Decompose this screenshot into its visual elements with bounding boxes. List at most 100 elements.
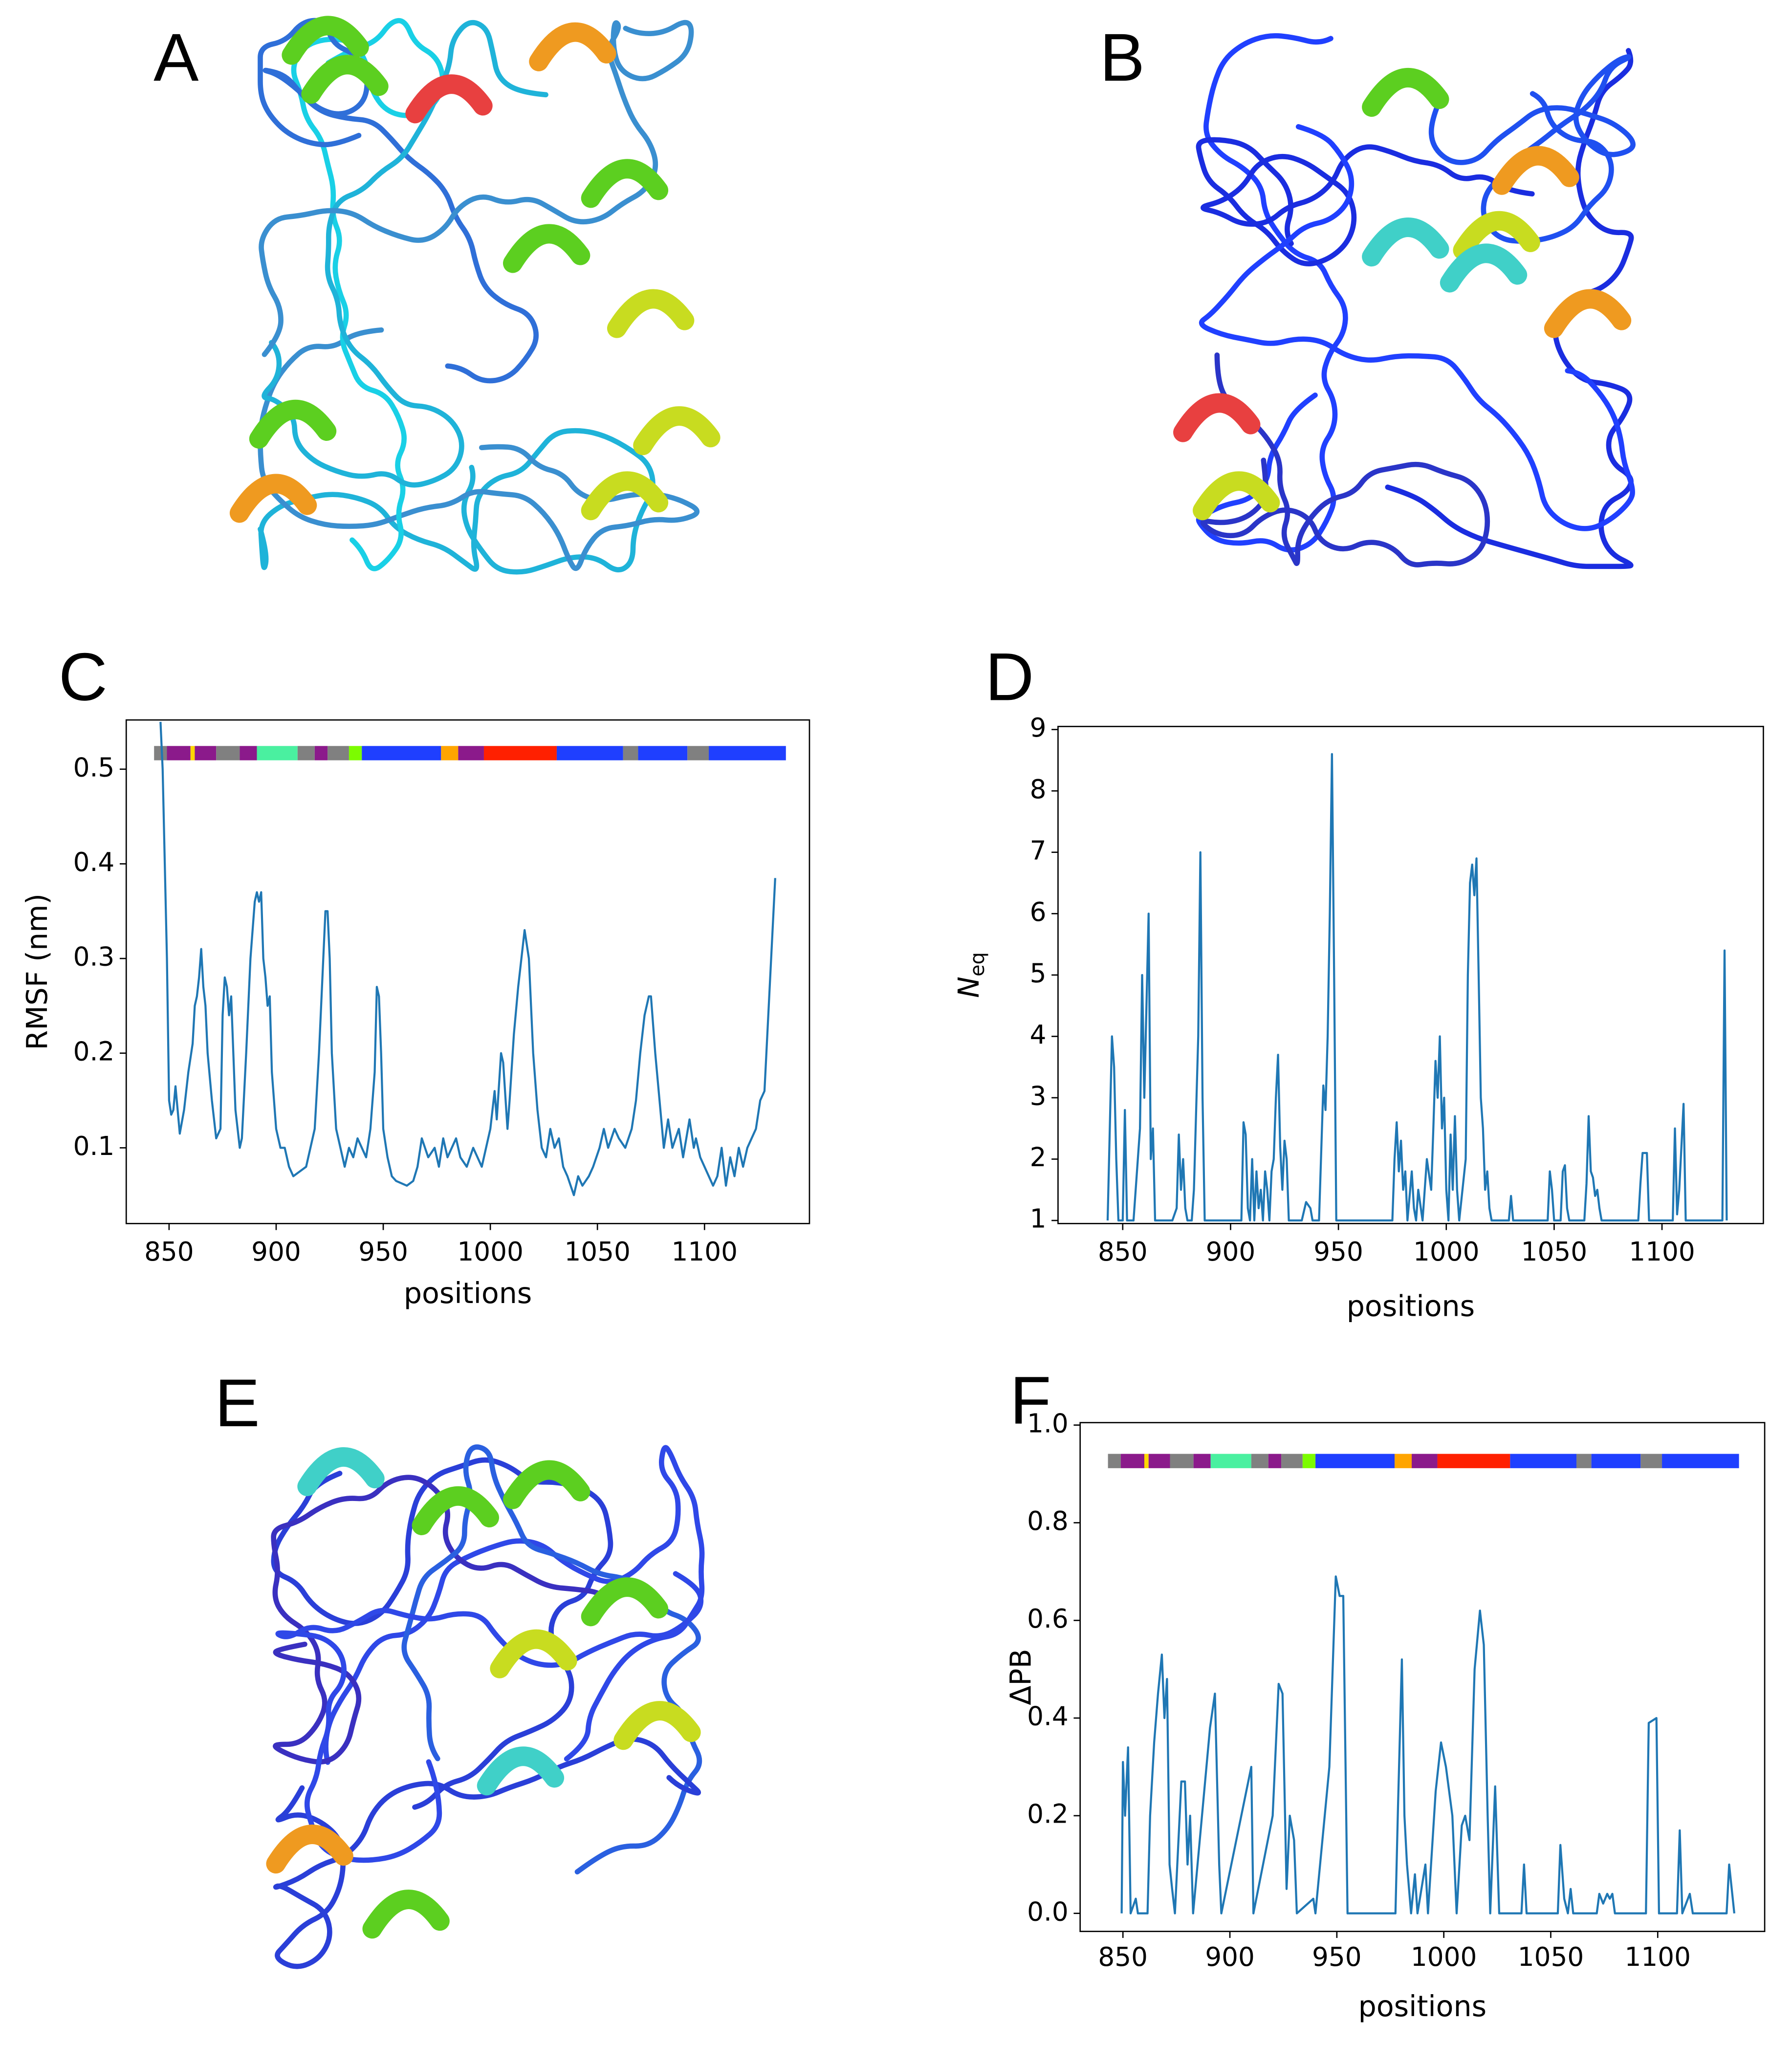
protein-loop [477, 1746, 565, 1796]
protein-backbone [1385, 48, 1634, 569]
protein-loop [229, 474, 317, 523]
structure-segment [1148, 1454, 1170, 1468]
y-axis-label: Neq [952, 952, 988, 998]
x-tick-label: 1100 [1625, 1942, 1691, 1972]
structure-segment [483, 746, 557, 761]
structure-segment [441, 746, 459, 761]
protein-backbone [1200, 352, 1490, 567]
x-tick-label: 1000 [1413, 1237, 1479, 1267]
structure-segment [257, 746, 298, 761]
structure-segment [1193, 1454, 1211, 1468]
y-tick-label: 2 [1030, 1142, 1047, 1173]
x-tick-label: 950 [1313, 1237, 1363, 1267]
x-tick-label: 900 [1206, 1237, 1256, 1267]
protein-loop [613, 1701, 701, 1750]
y-tick-label: 0.6 [1027, 1604, 1069, 1634]
structure-segment [1591, 1454, 1641, 1468]
y-tick-label: 8 [1030, 774, 1047, 805]
data-line [1106, 753, 1728, 1222]
protein-loop [266, 1825, 353, 1874]
protein-loop [1492, 146, 1579, 195]
structure-segment [458, 746, 484, 761]
structure-segment [362, 746, 441, 761]
structure-segment [1268, 1454, 1282, 1468]
protein-loop [249, 399, 337, 449]
x-tick-label: 1100 [672, 1237, 738, 1267]
protein-loop [297, 1447, 385, 1497]
y-tick-label: 0.4 [73, 847, 115, 877]
protein-loop [490, 1629, 577, 1678]
structure-segment [1412, 1454, 1438, 1468]
protein-loop [1440, 243, 1528, 293]
structure-segment [297, 746, 315, 761]
x-tick-label: 1050 [1518, 1942, 1584, 1972]
x-tick-label: 950 [358, 1237, 408, 1267]
y-axis-label-main: ΔPB [1005, 1649, 1038, 1705]
structure-segment [1210, 1454, 1251, 1468]
y-tick-label: 5 [1030, 958, 1047, 988]
data-line [159, 721, 776, 1197]
protein-loop [1453, 211, 1540, 260]
y-tick-label: 0.2 [73, 1036, 115, 1066]
panel-label: E [215, 1366, 260, 1441]
y-tick-label: 0.5 [73, 752, 115, 783]
panel-label: F [1010, 1363, 1051, 1438]
structure-segment [1302, 1454, 1316, 1468]
protein-loop [581, 159, 669, 208]
structure-segment [216, 746, 240, 761]
y-tick-label: 0.8 [1027, 1506, 1069, 1536]
protein-backbone [259, 20, 694, 357]
structure-segment [167, 746, 191, 761]
x-tick-label: 850 [1098, 1942, 1148, 1972]
structure-segment [190, 746, 195, 761]
y-tick-label: 0.1 [73, 1131, 115, 1161]
structure-segment [314, 746, 328, 761]
y-axis-label-main: N [952, 977, 985, 998]
structure-segment [240, 746, 257, 761]
axes-frame [125, 719, 810, 1224]
y-tick-label: 0.4 [1027, 1701, 1069, 1732]
protein-loop [282, 16, 369, 65]
protein-loop [503, 224, 590, 273]
y-axis-label: ΔPB [1005, 1649, 1038, 1705]
x-axis-label: positions [1358, 1990, 1486, 2023]
protein-loop [581, 471, 669, 521]
structure-segment [1108, 1454, 1121, 1468]
panel-label: A [153, 20, 199, 95]
axes-frame [1079, 1422, 1766, 1932]
panel-label: B [1100, 20, 1145, 95]
structure-segment [709, 746, 786, 761]
structure-segment [328, 746, 349, 761]
protein-loop [607, 289, 695, 338]
y-tick-label: 0.0 [1027, 1896, 1069, 1927]
panel-label: D [985, 639, 1034, 715]
protein-loop [301, 55, 389, 104]
structure-segment [638, 746, 688, 761]
structure-segment [1251, 1454, 1268, 1468]
structure-segment [1170, 1454, 1194, 1468]
structure-segment [1662, 1454, 1739, 1468]
protein-backbone [271, 1475, 613, 1765]
protein-loop [405, 74, 493, 124]
protein-backbone [1196, 137, 1535, 266]
x-tick-label: 1050 [1521, 1237, 1587, 1267]
protein-loop [1193, 471, 1280, 521]
y-tick-label: 6 [1030, 897, 1047, 927]
structure-segment [154, 746, 167, 761]
structure-segment [1576, 1454, 1592, 1468]
protein-backbone [258, 18, 539, 384]
protein-loop [529, 22, 616, 71]
x-tick-label: 850 [1098, 1237, 1148, 1267]
y-tick-label: 1.0 [1027, 1408, 1069, 1438]
protein-loop [581, 1577, 669, 1627]
structure-segment [1437, 1454, 1510, 1468]
x-axis-label: positions [1347, 1289, 1475, 1323]
y-tick-label: 3 [1030, 1081, 1047, 1111]
y-tick-label: 7 [1030, 835, 1047, 866]
y-tick-label: 0.2 [1027, 1799, 1069, 1829]
structure-segment [1395, 1454, 1412, 1468]
protein-loop [503, 1460, 590, 1509]
x-tick-label: 950 [1312, 1942, 1362, 1972]
